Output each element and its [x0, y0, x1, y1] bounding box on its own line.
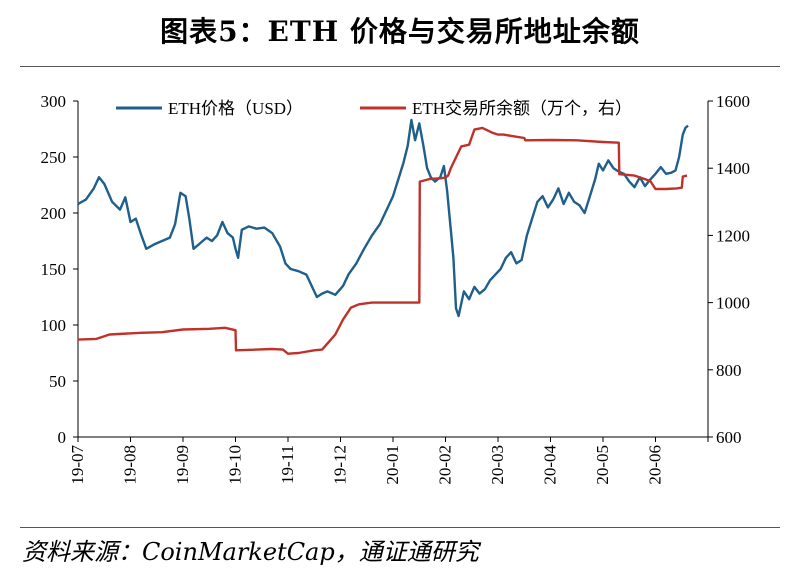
right-tick-label: 1400 — [716, 159, 750, 178]
right-tick-label: 1200 — [716, 226, 750, 245]
x-tick-label: 19-12 — [331, 445, 350, 485]
x-tick-label: 20-03 — [488, 445, 507, 485]
x-tick-label: 19-08 — [121, 445, 140, 485]
exchange-balance-line — [77, 126, 688, 355]
x-tick-label: 19-10 — [226, 445, 245, 485]
left-tick-label: 250 — [41, 148, 67, 167]
axes-group: 0 50 100 150 200 250 300 600 800 1000 1200 1400 1600… — [41, 92, 751, 485]
x-tick-label: 20-01 — [383, 445, 402, 485]
left-tick-label: 100 — [41, 316, 67, 335]
x-tick-label: 20-05 — [593, 445, 612, 485]
right-tick-label: 600 — [716, 428, 742, 447]
x-tick-label: 19-07 — [68, 445, 87, 485]
eth-price-line — [77, 118, 689, 318]
legend-label-balance: ETH交易所余额（万个，右） — [412, 99, 632, 118]
right-tick-label: 1600 — [716, 92, 750, 111]
left-tick-label: 300 — [41, 92, 67, 111]
top-rule — [20, 66, 780, 67]
x-tick-label: 19-11 — [278, 445, 297, 484]
series-layer — [77, 118, 689, 355]
left-tick-label: 0 — [58, 428, 67, 447]
chart-title: 图表5：ETH 价格与交易所地址余额 — [160, 15, 640, 48]
right-tick-label: 1000 — [716, 294, 750, 313]
source-note: 资料来源：CoinMarketCap，通证通研究 — [22, 538, 479, 566]
x-tick-label: 20-04 — [541, 445, 560, 485]
legend-label-price: ETH价格（USD） — [168, 99, 303, 118]
left-tick-label: 200 — [41, 204, 67, 223]
right-tick-label: 800 — [716, 361, 742, 380]
x-tick-label: 19-09 — [173, 445, 192, 485]
x-tick-label: 20-06 — [646, 445, 665, 485]
bottom-rule — [20, 527, 780, 528]
left-tick-label: 50 — [49, 372, 66, 391]
left-tick-label: 150 — [41, 260, 67, 279]
legend-group: ETH价格（USD） ETH交易所余额（万个，右） — [116, 99, 632, 118]
x-tick-label: 20-02 — [436, 445, 455, 485]
